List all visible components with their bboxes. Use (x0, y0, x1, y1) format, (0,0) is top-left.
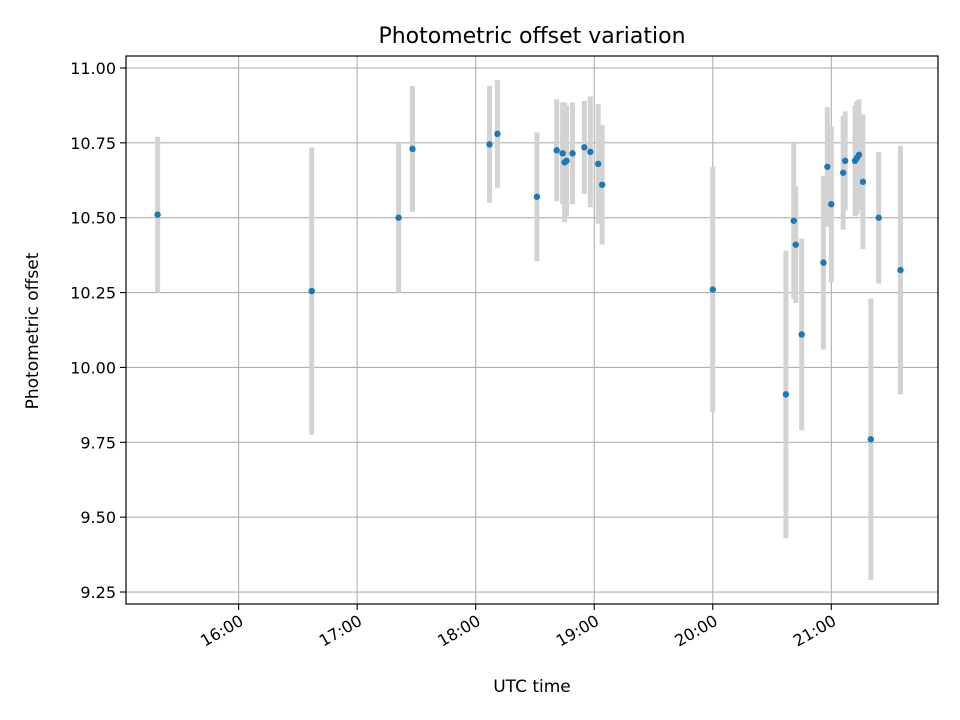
data-point (839, 169, 847, 176)
y-axis: 9.25 9.50 9.75 10.00 10.25 10.50 10.75 11.00 (70, 59, 126, 602)
data-point (859, 178, 867, 185)
data-points (154, 130, 904, 443)
data-point (841, 157, 849, 165)
data-point (395, 214, 402, 221)
data-point (867, 436, 875, 443)
data-point (409, 145, 416, 153)
data-point (709, 286, 716, 293)
data-point (581, 144, 588, 151)
data-point (824, 163, 831, 170)
data-point (154, 211, 161, 218)
data-point (875, 214, 882, 221)
x-axis-label: UTC time (493, 677, 571, 697)
data-point (559, 150, 566, 157)
data-point (308, 287, 315, 295)
data-point (563, 157, 570, 165)
data-point (553, 147, 560, 154)
y-tick-label: 10.75 (70, 134, 116, 153)
data-point (569, 150, 576, 157)
data-point (486, 141, 493, 148)
y-tick-label: 9.75 (80, 433, 116, 452)
data-point (494, 130, 501, 138)
data-point (798, 331, 805, 338)
y-axis-label: Photometric offset (23, 252, 43, 409)
data-point (828, 201, 835, 208)
data-point (790, 217, 797, 224)
data-point (792, 241, 799, 248)
y-tick-label: 9.25 (80, 583, 116, 602)
y-tick-label: 10.25 (70, 284, 116, 303)
data-point (855, 151, 863, 159)
data-point (598, 181, 606, 188)
data-point (533, 193, 541, 200)
data-point (594, 160, 602, 168)
data-point (897, 266, 904, 274)
y-tick-label: 9.50 (80, 508, 116, 527)
data-point (587, 148, 594, 156)
chart-title: Photometric offset variation (378, 24, 685, 49)
data-point (820, 259, 827, 266)
y-tick-label: 10.50 (70, 209, 116, 228)
y-tick-label: 10.00 (70, 358, 116, 377)
y-tick-label: 11.00 (70, 59, 116, 78)
data-point (782, 391, 790, 398)
plot-frame (125, 55, 939, 605)
